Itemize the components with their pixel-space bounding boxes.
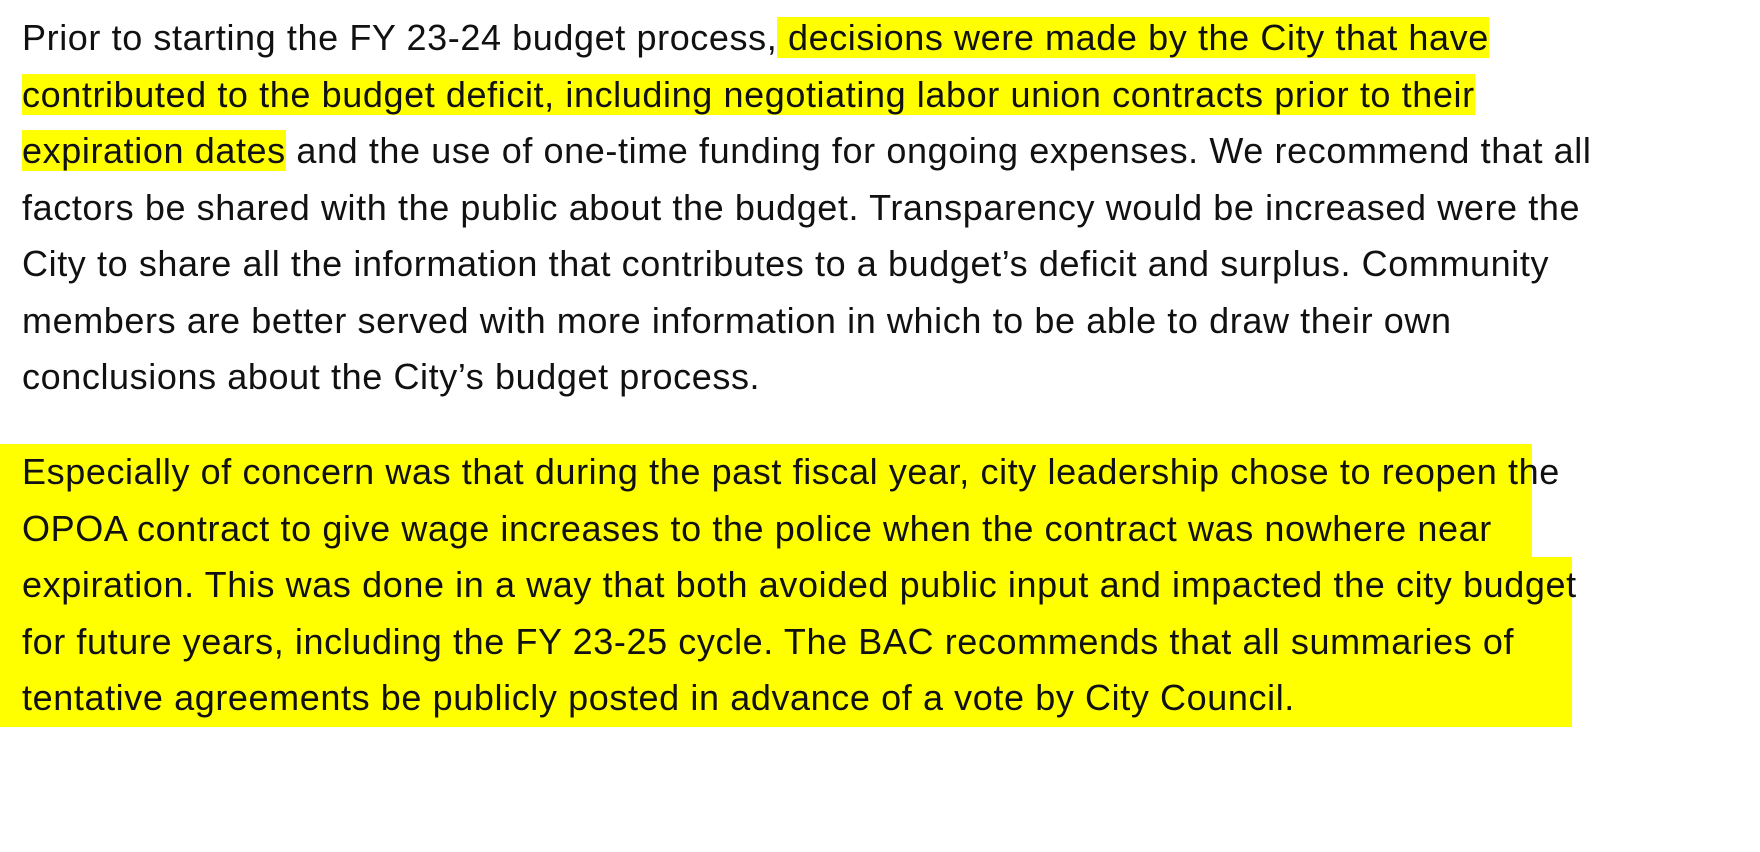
highlighted-text-line: Especially of concern was that during th… [0, 444, 1559, 501]
highlighted-text: contributed to the budget deficit, inclu… [22, 73, 1475, 115]
text-line: factors be shared with the public about … [0, 180, 1591, 237]
text-line: Prior to starting the FY 23-24 budget pr… [0, 10, 1591, 67]
highlighted-text-line: OPOA contract to give wage increases to … [0, 500, 1532, 557]
paragraph-budget-decisions: Prior to starting the FY 23-24 budget pr… [0, 10, 1591, 406]
text-segment: and the use of one-time funding for ongo… [285, 130, 1592, 171]
highlighted-text-line: tentative agreements be publicly posted … [0, 670, 1572, 727]
text-line: contributed to the budget deficit, inclu… [0, 67, 1591, 124]
text-line: conclusions about the City’s budget proc… [0, 349, 1591, 406]
highlighted-text: decisions were made by the City that hav… [777, 17, 1489, 58]
text-segment: factors be shared with the public about … [22, 186, 1581, 228]
text-segment: conclusions about the City’s budget proc… [22, 356, 761, 397]
highlighted-text: expiration dates [22, 130, 286, 171]
highlighted-text-line: expiration. This was done in a way that … [0, 557, 1576, 614]
text-segment: members are better served with more info… [22, 299, 1452, 341]
text-segment: City to share all the information that c… [22, 243, 1550, 284]
text-line: expiration dates and the use of one-time… [0, 123, 1591, 180]
highlighted-text-line: for future years, including the FY 23-25… [0, 613, 1572, 670]
text-line: members are better served with more info… [0, 293, 1591, 350]
text-line: City to share all the information that c… [0, 236, 1591, 293]
paragraph-opoa-contract: Especially of concern was that during th… [0, 444, 1576, 727]
text-segment: Prior to starting the FY 23-24 budget pr… [22, 17, 778, 58]
